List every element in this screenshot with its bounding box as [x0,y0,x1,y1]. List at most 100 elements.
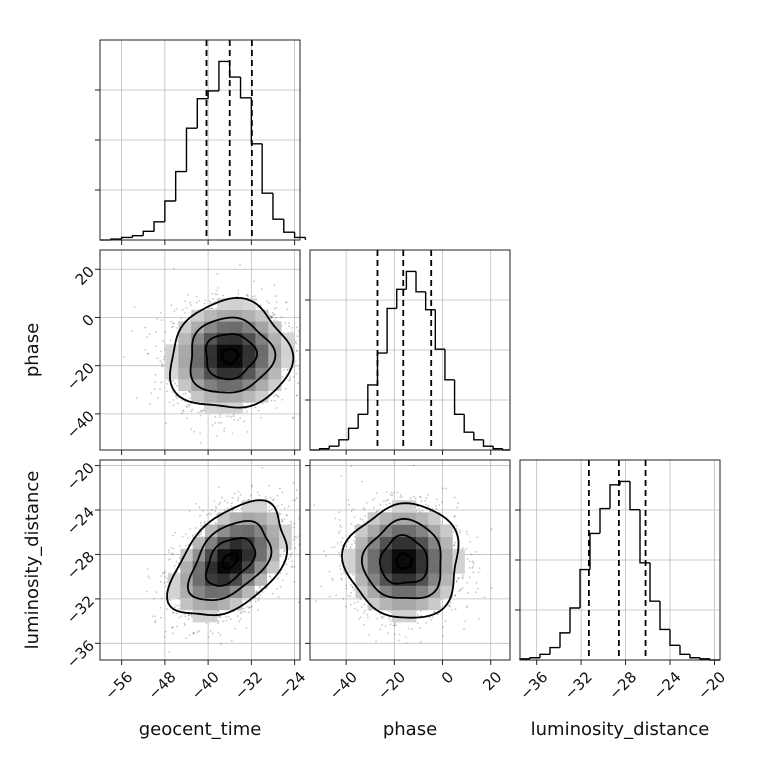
scatter-point [243,420,245,423]
scatter-point [387,499,389,501]
scatter-point [154,373,157,376]
scatter-point [354,535,356,538]
scatter-point [352,508,355,510]
scatter-point [292,538,295,541]
hist-bin-phase [338,439,349,447]
scatter-point [301,358,303,360]
scatter-point [289,378,291,381]
scatter-point [172,404,175,407]
scatter-point [166,382,169,385]
hist-bin-geocent_time [174,170,187,201]
scatter-point [477,587,479,590]
scatter-point [254,600,257,603]
scatter-point [399,494,402,496]
scatter-point [271,592,274,595]
scatter-point [429,510,432,513]
scatter-point [453,514,456,517]
scatter-point [274,316,277,319]
density-cell [355,573,368,586]
scatter-point [329,595,331,598]
density-cell [367,548,381,562]
hist-bin-luminosity_distance [689,654,700,659]
density-cell [255,390,269,403]
density-cell [217,536,231,550]
density-cell [266,561,280,574]
scatter-point [202,509,204,512]
scatter-point [233,492,236,495]
scatter-point [350,510,353,512]
scatter-point [383,500,385,503]
scatter-point [277,396,280,398]
scatter-point [456,525,458,528]
scatter-point [183,613,186,616]
scatter-point [277,395,279,398]
scatter-point [407,627,410,630]
density-cell [229,332,243,345]
scatter-point [413,495,416,498]
scatter-point [147,352,150,355]
scatter-point [175,308,178,310]
scatter-point [279,572,282,575]
scatter-point [278,487,281,490]
scatter-point [162,358,165,361]
scatter-point [455,579,458,582]
x-tick-label-luminosity_distance: −36 [516,668,551,703]
scatter-point [490,528,493,530]
hist-bin-geocent_time [250,97,263,145]
density-cell [191,367,205,380]
hist-bin-phase [453,379,465,415]
scatter-point [375,640,377,643]
scatter-point [455,580,458,583]
scatter-point [454,446,456,448]
density-cell [379,512,393,525]
scatter-point [207,636,210,638]
scatter-point [363,623,365,626]
scatter-point [207,307,210,309]
scatter-point [313,504,316,506]
scatter-point [180,317,183,320]
scatter-point [289,548,292,551]
hist-bin-luminosity_distance [569,607,580,633]
density-cell [178,367,192,380]
scatter-point [217,486,220,489]
y-tick-label-luminosity_distance: −28 [63,548,98,583]
scatter-point [286,368,289,371]
scatter-point [163,355,166,358]
density-cell [379,561,393,574]
scatter-point [200,522,202,524]
hist-bin-luminosity_distance [599,507,610,534]
scatter-point [164,575,166,578]
scatter-point [215,289,218,292]
scatter-point [284,322,287,324]
scatter-point [419,510,421,513]
scatter-point [217,287,220,289]
scatter-point [259,594,262,596]
hist-bin-geocent_time [229,61,241,78]
scatter-point [295,326,298,329]
density-cell [217,512,231,525]
scatter-point [437,613,439,616]
scatter-point [379,628,382,631]
scatter-point [285,572,288,575]
scatter-point [381,617,384,620]
scatter-point [350,522,353,525]
scatter-point [236,499,239,502]
scatter-point [441,521,444,523]
density-cell [192,585,206,598]
scatter-point [458,589,461,591]
density-cell [440,585,453,598]
scatter-point [453,515,456,518]
scatter-point [192,632,195,634]
scatter-point [472,565,474,568]
scatter-point [199,432,202,435]
scatter-point [231,496,234,499]
scatter-point [244,610,246,613]
scatter-point [219,413,222,416]
scatter-point [233,418,236,421]
scatter-point [345,584,348,587]
scatter-point [274,393,277,396]
hist-bin-luminosity_distance [609,484,620,509]
scatter-point [217,631,220,634]
scatter-point [176,625,178,628]
scatter-point [468,560,471,563]
